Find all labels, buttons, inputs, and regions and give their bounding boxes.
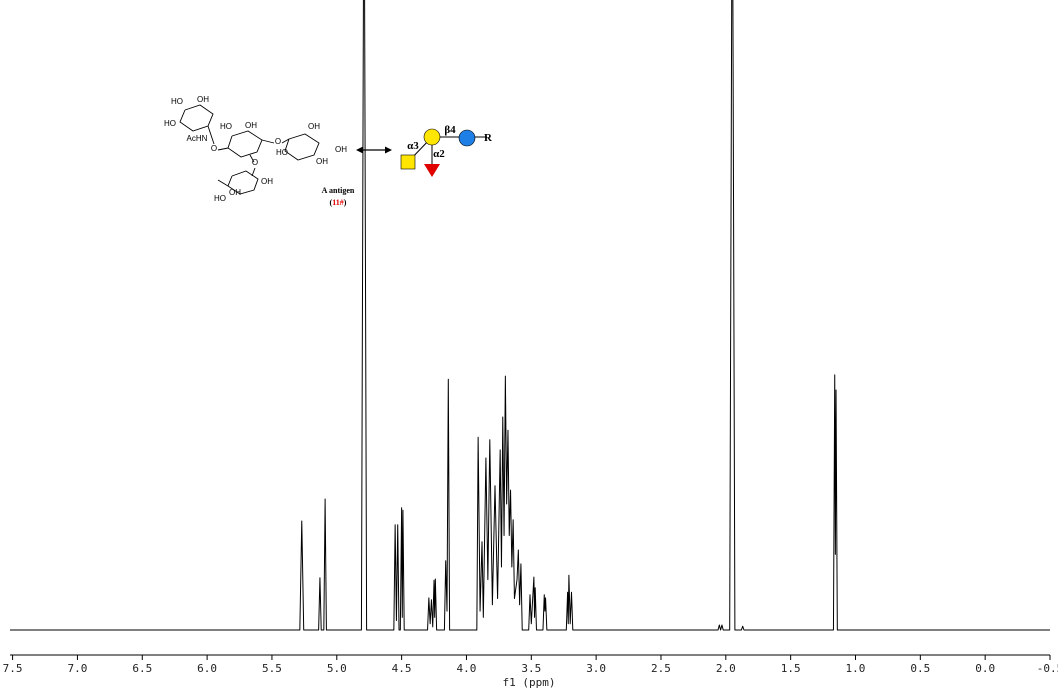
x-tick-label: 5.0: [327, 662, 347, 675]
structure-label: O: [275, 137, 281, 146]
glc: [458, 129, 476, 147]
structure-label: OH: [197, 95, 209, 104]
x-tick-label: 7.0: [67, 662, 87, 675]
x-tick-label: 6.5: [132, 662, 152, 675]
glycan-label: R: [484, 132, 493, 144]
bond: [249, 154, 255, 163]
galnac: [400, 154, 416, 170]
arrow-head: [356, 146, 363, 154]
spectrum: [10, 0, 1050, 631]
structure-label: OH: [335, 145, 347, 154]
x-tick-label: 6.0: [197, 662, 217, 675]
structure-label: OH: [245, 121, 257, 130]
x-tick-label: 1.0: [846, 662, 866, 675]
x-tick-label: 7.5: [3, 662, 23, 675]
structure-label: AcHN: [187, 134, 208, 143]
fuc: [424, 164, 440, 177]
x-tick-label: 0.5: [910, 662, 930, 675]
plot-area: [10, 0, 1050, 631]
bond: [217, 147, 229, 151]
structure-label: HO: [220, 122, 232, 131]
x-tick-label: 0.0: [975, 662, 995, 675]
structure-label: HO: [276, 148, 288, 157]
x-tick-label: 3.5: [521, 662, 541, 675]
structure-label: O: [211, 144, 217, 153]
arrow-head: [385, 146, 392, 154]
compound-number: 11#: [332, 198, 344, 207]
ring: [227, 130, 263, 158]
x-axis-label: f1 (ppm): [503, 676, 556, 689]
glycan-label: α3: [407, 140, 419, 152]
bond: [261, 139, 275, 144]
ring: [284, 133, 320, 161]
x-tick-label: 4.0: [457, 662, 477, 675]
structure-label: HO: [164, 119, 176, 128]
glycan-symbol: [356, 128, 487, 177]
structure-label: HO: [171, 97, 183, 106]
x-tick-label: 2.5: [651, 662, 671, 675]
bracket: (: [330, 198, 333, 207]
structure-label: OH: [261, 177, 273, 186]
structure-label: OH: [316, 157, 328, 166]
structure-label: OH: [308, 122, 320, 131]
glycan-label: α2: [433, 148, 445, 160]
gal: [423, 128, 441, 146]
compound-name: A antigen: [322, 186, 355, 195]
x-tick-label: 4.5: [392, 662, 412, 675]
bond: [207, 125, 215, 145]
structure-label: HO: [214, 194, 226, 203]
x-tick-label: 1.5: [781, 662, 801, 675]
structure: [179, 104, 320, 195]
glycan-label: β4: [444, 124, 456, 136]
x-tick-label: -0.5: [1037, 662, 1058, 675]
bond: [281, 138, 290, 144]
bond: [251, 167, 256, 177]
x-tick-label: 3.0: [586, 662, 606, 675]
bond: [217, 179, 229, 187]
x-tick-label: 5.5: [262, 662, 282, 675]
compound-id: (11#): [330, 198, 347, 207]
structure-label: O: [252, 158, 258, 167]
bracket: ): [344, 198, 347, 207]
structure-label: OH: [229, 188, 241, 197]
x-tick-label: 2.0: [716, 662, 736, 675]
